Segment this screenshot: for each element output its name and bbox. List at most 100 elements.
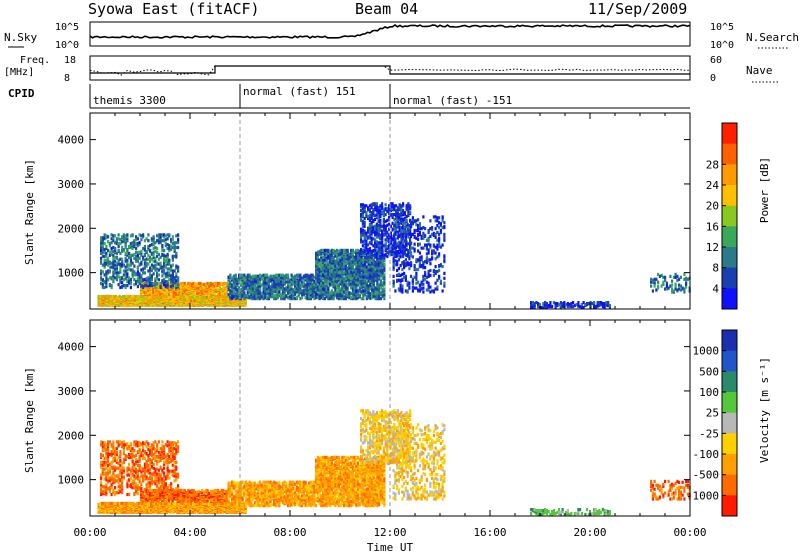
range-cell [372,261,375,265]
range-cell [360,238,363,242]
range-cell [399,278,402,282]
range-cell [429,262,432,266]
range-cell [313,286,316,290]
range-cell [136,250,139,254]
range-cell [434,219,437,223]
range-cell [315,270,318,274]
range-cell [404,289,407,293]
range-cell [170,266,173,270]
range-cell [112,253,115,257]
range-cell [164,234,167,238]
range-cell [112,280,115,284]
range-cell [353,255,356,259]
range-cell [407,235,410,239]
range-cell [160,294,163,299]
range-cell [371,288,374,292]
range-cell [322,257,325,261]
range-cell [336,277,339,281]
range-cell [129,255,132,259]
range-cell [136,273,139,277]
range-cell [384,252,387,257]
freq-series [89,65,691,76]
range-cell [295,284,298,288]
range-cell [121,245,124,250]
range-cell [368,213,371,218]
range-cell [355,280,358,284]
range-cell [441,219,444,223]
range-cell [420,234,423,238]
range-cell [413,219,416,223]
range-cell [103,233,106,237]
range-cell [147,291,150,295]
range-cell [367,262,370,266]
range-cell [245,279,248,283]
range-cell [365,231,368,235]
range-cell [596,303,599,308]
range-cell [394,253,397,257]
range-cell [346,260,349,264]
range-cell [274,290,277,294]
range-cell [301,296,304,300]
range-cell [336,266,339,270]
range-cell [408,281,411,285]
range-cell [159,289,162,293]
range-cell [406,283,409,287]
range-cell [164,254,167,258]
range-cell [170,277,173,281]
range-cell [410,254,413,258]
range-cell [287,275,290,279]
range-cell [166,285,169,290]
range-cell [443,225,446,229]
range-cell [283,276,286,280]
range-cell [406,263,409,267]
range-cell [274,287,277,291]
range-cell [128,263,131,267]
range-cell [136,237,139,241]
range-cell [427,242,430,246]
range-cell [379,224,382,228]
range-cell [376,274,379,278]
range-cell [327,260,330,264]
range-cell [369,260,372,264]
range-cell [407,249,410,253]
range-cell [365,280,368,284]
range-cell [287,291,290,295]
range-cell [403,248,406,252]
range-cell [150,257,153,261]
range-cell [231,289,234,293]
range-cell [183,284,186,288]
range-cell [243,276,246,280]
range-cell [350,277,353,281]
range-cell [290,275,293,279]
range-cell [166,260,169,264]
range-cell [429,227,432,231]
range-cell [253,293,256,297]
range-cell [337,257,340,261]
range-cell [259,282,262,286]
range-cell [126,272,129,276]
range-cell [273,285,276,289]
range-cell [368,208,371,212]
range-cell [129,296,132,300]
range-cell [109,294,112,299]
range-cell [431,289,434,293]
range-cell [436,245,439,249]
range-cell [365,248,368,252]
range-cell [145,264,148,268]
range-cell [264,277,267,281]
range-cell [358,271,361,275]
range-cell [241,275,244,279]
range-cell [124,274,127,278]
range-cell [149,281,152,285]
range-cell [149,248,152,253]
range-cell [386,223,389,227]
range-cell [147,279,150,283]
range-cell [138,280,141,284]
range-cell [372,202,375,206]
range-cell [559,303,562,308]
range-cell [431,252,434,256]
range-cell [154,256,157,260]
range-cell [163,235,166,239]
range-cell [341,259,344,263]
